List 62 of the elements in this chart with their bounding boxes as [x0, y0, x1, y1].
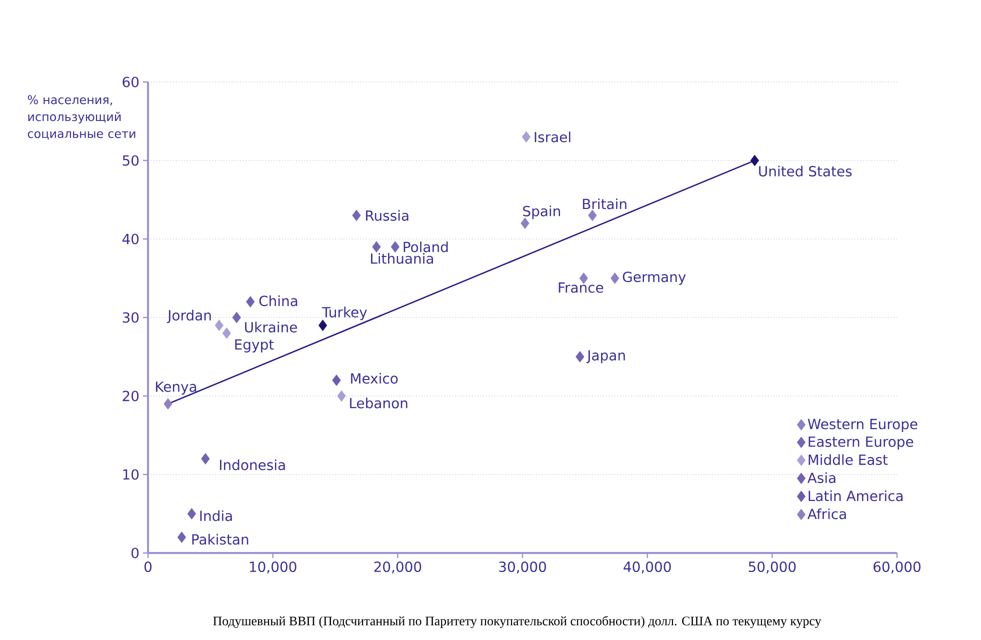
point [232, 312, 241, 324]
x-tick-label: 0 [144, 561, 152, 572]
y-tick-label: 10 [123, 469, 139, 480]
annotation: Mexico [351, 372, 398, 384]
annotation: Japan [586, 350, 625, 364]
point [214, 320, 224, 332]
legend-label: Middle East [808, 454, 888, 466]
x-axis-title: Подушевный ВВП (Подсчитанный по Паритету покупательской способности) долл. США по текущему курсу [213, 616, 822, 628]
point [588, 210, 597, 222]
legend-label: Western Europe [808, 418, 918, 432]
x-tick-label: 40,000 [624, 561, 671, 574]
point [576, 351, 584, 362]
y-tick-label: 40 [122, 234, 139, 244]
y-tick-label: 20 [122, 390, 139, 402]
annotation: India [200, 510, 232, 522]
point [332, 374, 341, 386]
annotation: Kenya [156, 382, 196, 395]
annotation: Poland [404, 241, 448, 252]
annotation: United States [759, 166, 852, 176]
legend-label: Eastern Europe [808, 436, 914, 450]
x-tick-label: 20,000 [374, 561, 422, 574]
point [372, 241, 381, 253]
y-axis-title: % населения, использующий социальные сети [28, 95, 136, 140]
y-tick-label: 0 [132, 548, 139, 558]
annotation: Jordan [166, 310, 211, 324]
point [164, 398, 172, 410]
point [352, 210, 361, 222]
y-tick-label: 30 [122, 312, 139, 323]
point [318, 320, 328, 332]
legend-label: Africa [807, 508, 846, 520]
point [610, 272, 620, 284]
annotation: China [259, 295, 298, 306]
annotation: Britain [582, 198, 626, 210]
x-tick-label: 50,000 [748, 561, 796, 574]
annotation: Germany [622, 272, 686, 285]
point [187, 508, 196, 520]
annotation: Turkey [322, 306, 367, 320]
point [390, 241, 400, 253]
annotation: Ukraine [245, 322, 297, 332]
point [750, 154, 760, 166]
point [522, 131, 531, 143]
annotation: Egypt [235, 339, 274, 352]
legend-label: Latin America [808, 490, 903, 502]
x-tick-label: 60,000 [874, 561, 920, 574]
annotation: Indonesia [220, 459, 285, 470]
y-tick-label: 50 [122, 155, 139, 166]
y-tick-label: 60 [122, 76, 139, 88]
annotation: Lithuania [371, 253, 434, 264]
annotation: Lebanon [350, 398, 408, 408]
point [246, 296, 255, 308]
x-tick-label: 10,000 [250, 561, 296, 574]
point [177, 532, 186, 543]
point [201, 453, 210, 464]
point [222, 327, 231, 339]
x-tick-label: 30,000 [499, 561, 546, 574]
annotation: Spain [523, 206, 560, 220]
annotation: Israel [534, 132, 570, 142]
legend-label: Asia [807, 472, 836, 484]
annotation: Russia [366, 210, 408, 221]
point [337, 390, 346, 402]
annotation: Pakistan [192, 534, 248, 545]
annotation: France [558, 282, 604, 293]
